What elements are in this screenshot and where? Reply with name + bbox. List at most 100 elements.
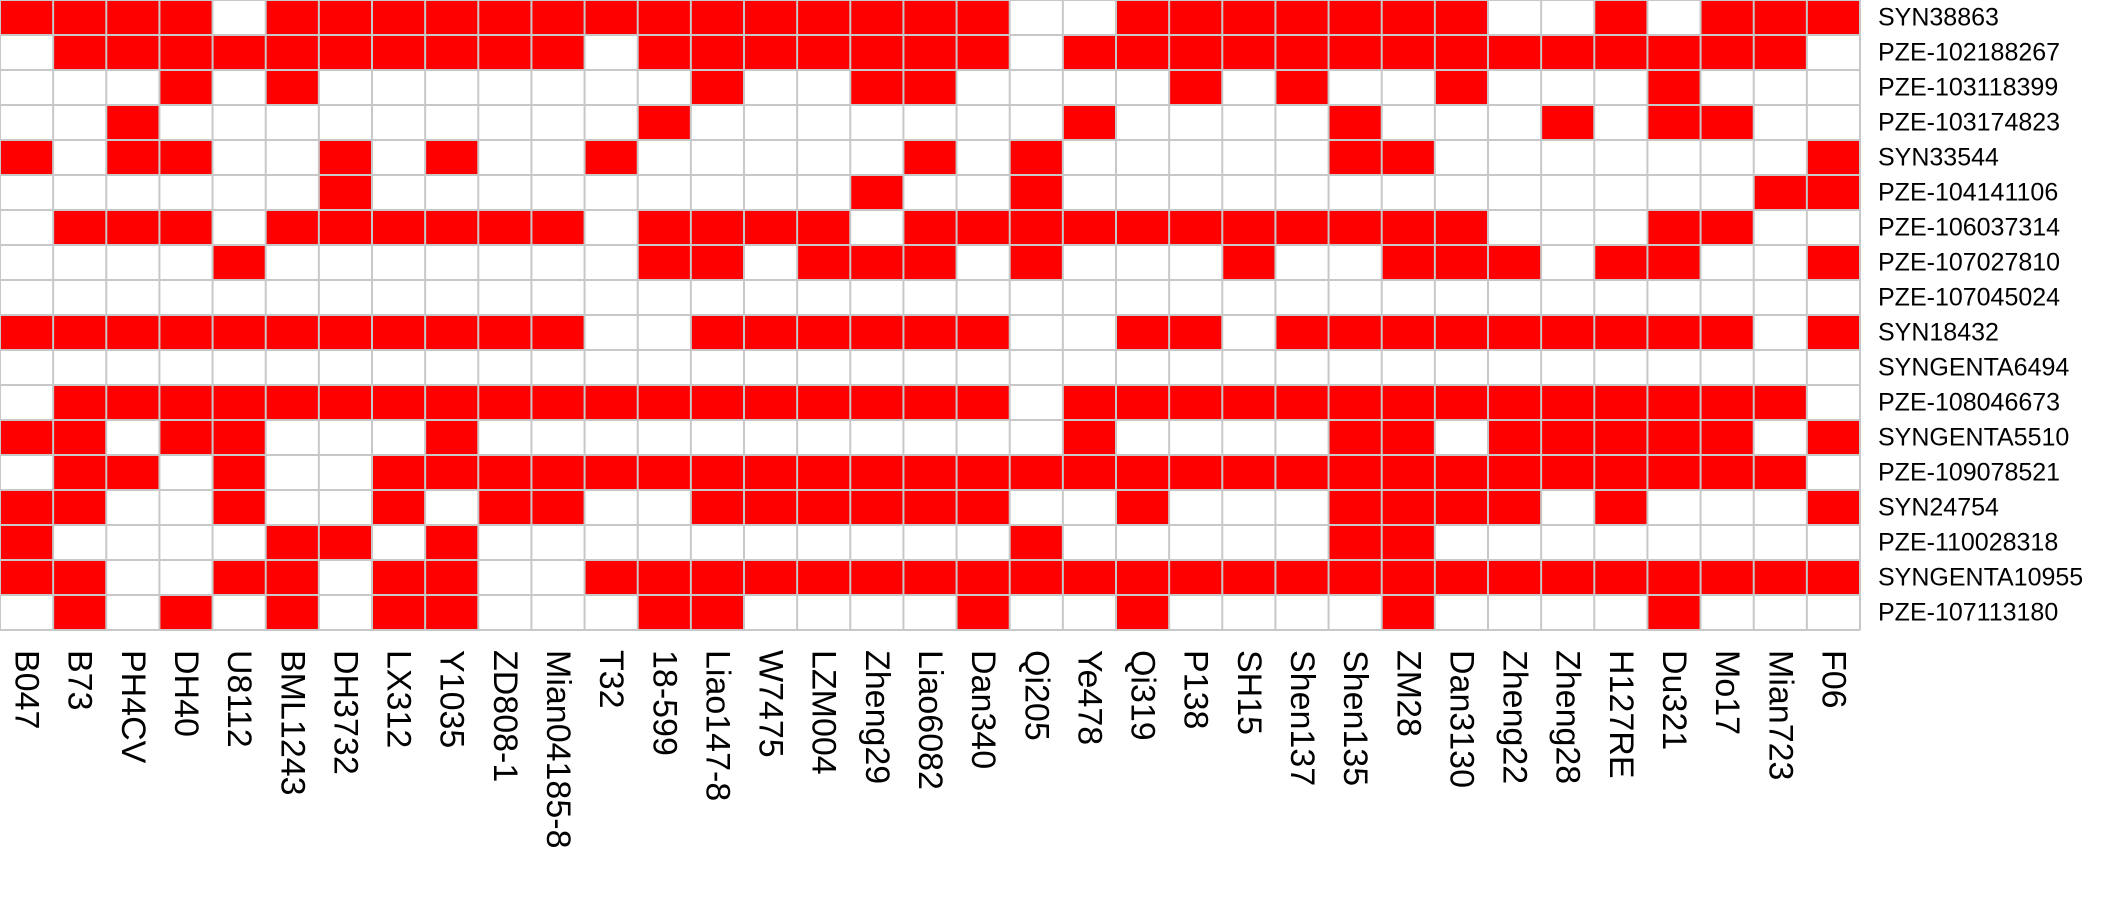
cell-PZE-107027810-H127RE: [1594, 245, 1648, 280]
cell-SYN33544-DH3732: [318, 140, 372, 175]
row-label: PZE-102188267: [1878, 39, 2060, 67]
cell-SYN33544-Mian723: [1753, 140, 1807, 175]
cell-PZE-107027810-ZM28: [1381, 245, 1435, 280]
cell-SYN18432-ZM28: [1381, 315, 1435, 350]
cell-PZE-107045024-LZM004: [797, 280, 851, 315]
cell-PZE-104141106-Du321: [1647, 175, 1701, 210]
cell-SYNGENTA10955-Qi319: [1116, 560, 1170, 595]
cell-PZE-103118399-Qi319: [1116, 70, 1170, 105]
column-label: Zheng28: [1549, 650, 1587, 784]
cell-PZE-108046673-ZD808-1: [478, 385, 532, 420]
cell-PZE-107113180-ZM28: [1381, 595, 1435, 630]
cell-PZE-110028318-U8112: [212, 525, 266, 560]
row-label: SYN33544: [1878, 144, 1999, 172]
column-label: F06: [1814, 650, 1852, 709]
cell-PZE-103174823-BML1243: [265, 105, 319, 140]
cell-PZE-103174823-H127RE: [1594, 105, 1648, 140]
cell-PZE-110028318-H127RE: [1594, 525, 1648, 560]
column-label: BML1243: [273, 650, 311, 796]
cell-PZE-110028318-18-599: [637, 525, 691, 560]
cell-PZE-107113180-DH40: [159, 595, 213, 630]
cell-PZE-104141106-Qi319: [1116, 175, 1170, 210]
cell-PZE-103174823-Zheng28: [1541, 105, 1595, 140]
cell-PZE-102188267-ZM28: [1381, 35, 1435, 70]
cell-PZE-107113180-Liao6082: [903, 595, 957, 630]
cell-SYN33544-LX312: [372, 140, 426, 175]
cell-PZE-108046673-Du321: [1647, 385, 1701, 420]
cell-PZE-107113180-Qi319: [1116, 595, 1170, 630]
cell-PZE-107027810-Liao6082: [903, 245, 957, 280]
cell-PZE-107045024-DH3732: [318, 280, 372, 315]
cell-SYN18432-T32: [584, 315, 638, 350]
cell-SYN38863-DH3732: [318, 0, 372, 35]
cell-PZE-109078521-Y1035: [425, 455, 479, 490]
cell-PZE-102188267-Shen137: [1275, 35, 1329, 70]
cell-PZE-104141106-U8112: [212, 175, 266, 210]
column-label: B047: [8, 650, 46, 729]
cell-PZE-102188267-Mian04185-8: [531, 35, 585, 70]
cell-SYN18432-DH3732: [318, 315, 372, 350]
cell-SYN18432-W7475: [744, 315, 798, 350]
cell-PZE-108046673-B047: [0, 385, 54, 420]
cell-SYNGENTA5510-Ye478: [1062, 420, 1116, 455]
cell-PZE-109078521-DH3732: [318, 455, 372, 490]
cell-SYN38863-F06: [1806, 0, 1860, 35]
cell-PZE-104141106-F06: [1806, 175, 1860, 210]
cell-SYN38863-B047: [0, 0, 54, 35]
cell-PZE-108046673-Liao147-8: [690, 385, 744, 420]
cell-SYNGENTA5510-Mo17: [1700, 420, 1754, 455]
column-label: W7475: [752, 650, 790, 758]
cell-PZE-104141106-Qi205: [1009, 175, 1063, 210]
cell-PZE-107027810-DH3732: [318, 245, 372, 280]
cell-SYNGENTA5510-Qi205: [1009, 420, 1063, 455]
cell-SYN38863-Qi319: [1116, 0, 1170, 35]
cell-SYN24754-B73: [53, 490, 107, 525]
cell-SYN33544-Zheng22: [1488, 140, 1542, 175]
cell-PZE-107027810-18-599: [637, 245, 691, 280]
cell-SYN24754-Qi205: [1009, 490, 1063, 525]
cell-PZE-102188267-Zheng22: [1488, 35, 1542, 70]
cell-SYN38863-Dan3130: [1434, 0, 1488, 35]
cell-PZE-103174823-Zheng29: [850, 105, 904, 140]
cell-PZE-103118399-Qi205: [1009, 70, 1063, 105]
cell-SYNGENTA6494-Qi205: [1009, 350, 1063, 385]
cell-SYN38863-ZM28: [1381, 0, 1435, 35]
cell-PZE-103174823-LX312: [372, 105, 426, 140]
cell-SYN24754-Shen135: [1328, 490, 1382, 525]
cell-SYN24754-Mian04185-8: [531, 490, 585, 525]
cell-PZE-104141106-Shen135: [1328, 175, 1382, 210]
cell-SYNGENTA5510-Y1035: [425, 420, 479, 455]
cell-SYNGENTA10955-Liao6082: [903, 560, 957, 595]
cell-PZE-110028318-SH15: [1222, 525, 1276, 560]
cell-SYN33544-Qi205: [1009, 140, 1063, 175]
cell-PZE-107113180-Liao147-8: [690, 595, 744, 630]
cell-PZE-107045024-Y1035: [425, 280, 479, 315]
cell-SYN18432-Mian04185-8: [531, 315, 585, 350]
column-label: P138: [1177, 650, 1215, 729]
cell-SYNGENTA5510-Zheng29: [850, 420, 904, 455]
cell-PZE-103174823-ZD808-1: [478, 105, 532, 140]
cell-SYN38863-H127RE: [1594, 0, 1648, 35]
cell-SYNGENTA10955-F06: [1806, 560, 1860, 595]
cell-PZE-107027810-Dan340: [956, 245, 1010, 280]
cell-PZE-110028318-LZM004: [797, 525, 851, 560]
cell-PZE-110028318-B047: [0, 525, 54, 560]
cell-PZE-106037314-DH3732: [318, 210, 372, 245]
cell-SYNGENTA10955-Zheng22: [1488, 560, 1542, 595]
cell-SYN38863-SH15: [1222, 0, 1276, 35]
cell-SYN33544-Shen137: [1275, 140, 1329, 175]
cell-PZE-103174823-T32: [584, 105, 638, 140]
column-label: Dan340: [964, 650, 1002, 769]
cell-PZE-108046673-H127RE: [1594, 385, 1648, 420]
cell-PZE-106037314-Mian723: [1753, 210, 1807, 245]
cell-PZE-102188267-Mian723: [1753, 35, 1807, 70]
cell-SYN33544-Mian04185-8: [531, 140, 585, 175]
cell-SYNGENTA10955-Y1035: [425, 560, 479, 595]
cell-PZE-107045024-B047: [0, 280, 54, 315]
cell-SYN33544-ZD808-1: [478, 140, 532, 175]
cell-SYNGENTA6494-SH15: [1222, 350, 1276, 385]
cell-SYNGENTA10955-W7475: [744, 560, 798, 595]
cell-PZE-103118399-H127RE: [1594, 70, 1648, 105]
cell-PZE-103118399-SH15: [1222, 70, 1276, 105]
column-label: Dan3130: [1442, 650, 1480, 788]
